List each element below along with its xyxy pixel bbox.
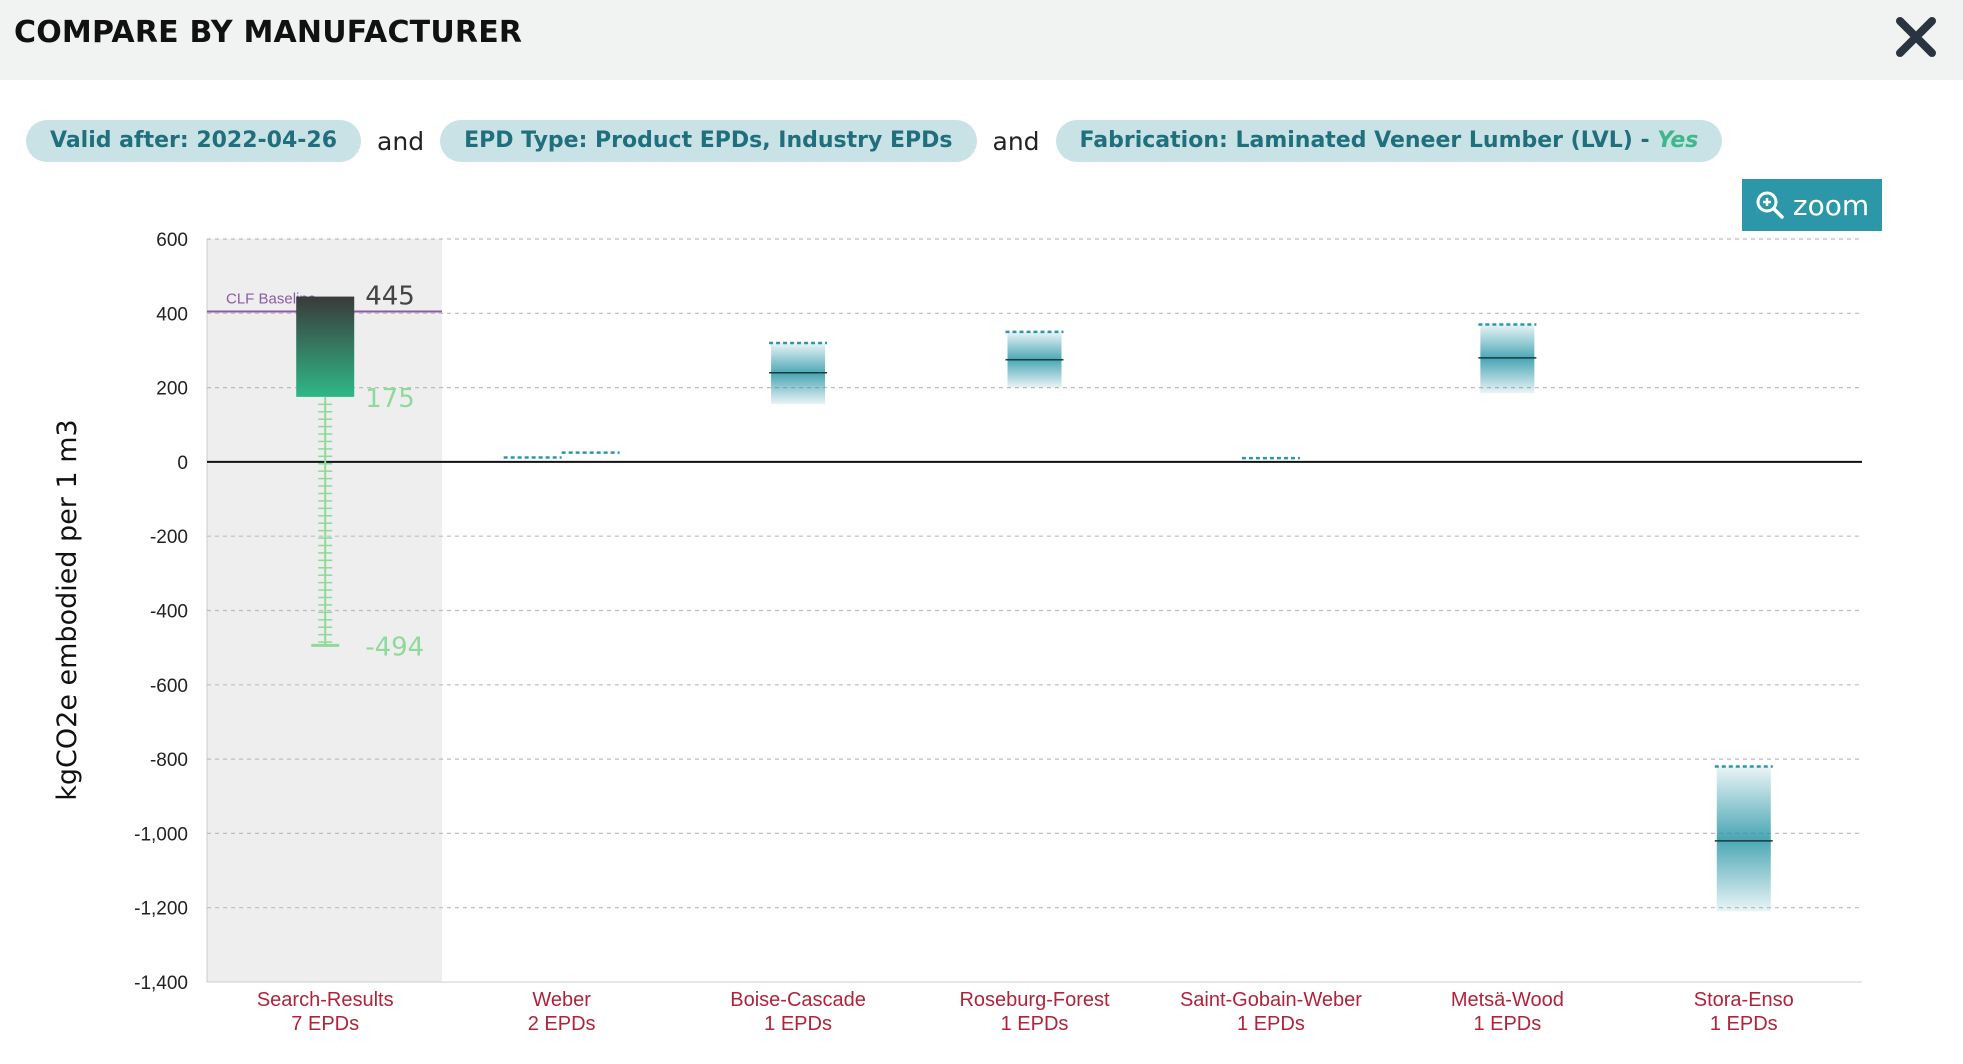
filter-bar: Valid after: 2022-04-26 and EPD Type: Pr… — [26, 120, 1723, 162]
filter-joiner: and — [992, 126, 1040, 156]
filter-chip-label: Valid after: 2022-04-26 — [50, 128, 338, 153]
close-button[interactable] — [1891, 12, 1941, 62]
category-count: 1 EPDs — [1237, 1013, 1305, 1035]
y-axis-label: kgCO2e embodied per 1 m3 — [52, 419, 83, 800]
category-label: Roseburg-Forest — [959, 989, 1110, 1011]
filter-chip-label: Fabrication: Laminated Veneer Lumber (LV… — [1079, 128, 1658, 153]
filter-chip-label: EPD Type: Product EPDs, Industry EPDs — [464, 128, 953, 153]
search-results-min-label: -494 — [365, 632, 424, 662]
zoom-button[interactable]: zoom — [1742, 179, 1882, 231]
y-tick-label: -600 — [150, 676, 188, 697]
y-tick-label: 400 — [156, 304, 188, 325]
category-count: 1 EPDs — [764, 1013, 832, 1035]
page-title: COMPARE BY MANUFACTURER — [14, 15, 523, 50]
filter-joiner: and — [377, 126, 425, 156]
epd-range-box — [1480, 324, 1535, 394]
category-label: Metsä-Wood — [1451, 989, 1564, 1011]
epd-range-box — [771, 343, 826, 405]
search-results-top-label: 445 — [365, 282, 415, 312]
y-tick-label: -1,400 — [134, 973, 188, 994]
modal-header: COMPARE BY MANUFACTURER — [0, 0, 1963, 80]
y-tick-label: -1,000 — [134, 824, 188, 845]
category-label: Weber — [532, 989, 591, 1011]
search-results-bottom-label: 175 — [365, 384, 415, 414]
y-tick-label: -800 — [150, 750, 188, 771]
epd-range-box — [1716, 766, 1771, 912]
search-results-whisker-ticks — [318, 403, 333, 643]
close-icon — [1896, 17, 1936, 57]
zoom-label: zoom — [1792, 188, 1870, 222]
category-count: 1 EPDs — [1473, 1013, 1541, 1035]
category-label: Stora-Enso — [1694, 989, 1794, 1011]
category-label: Boise-Cascade — [730, 989, 866, 1011]
y-tick-label: 200 — [156, 379, 188, 400]
filter-chip-fabrication[interactable]: Fabrication: Laminated Veneer Lumber (LV… — [1055, 120, 1723, 162]
category-count: 1 EPDs — [1001, 1013, 1069, 1035]
clf-baseline-label: CLF Baseline — [226, 290, 316, 307]
category-count: 2 EPDs — [528, 1013, 596, 1035]
y-tick-label: 0 — [177, 453, 188, 474]
category-label: Saint-Gobain-Weber — [1180, 989, 1362, 1011]
zoom-in-icon — [1756, 191, 1784, 219]
filter-chip-value: Yes — [1657, 128, 1699, 153]
y-tick-label: 600 — [156, 230, 188, 251]
filter-chip-epd-type[interactable]: EPD Type: Product EPDs, Industry EPDs — [440, 120, 977, 162]
y-tick-label: -1,200 — [134, 899, 188, 920]
y-tick-label: -400 — [150, 602, 188, 623]
category-count: 7 EPDs — [291, 1013, 359, 1035]
filter-chip-valid-after[interactable]: Valid after: 2022-04-26 — [26, 120, 362, 162]
category-label: Search-Results — [257, 989, 394, 1011]
search-results-bar — [296, 296, 355, 397]
category-count: 1 EPDs — [1710, 1013, 1778, 1035]
y-tick-label: -200 — [150, 527, 188, 548]
